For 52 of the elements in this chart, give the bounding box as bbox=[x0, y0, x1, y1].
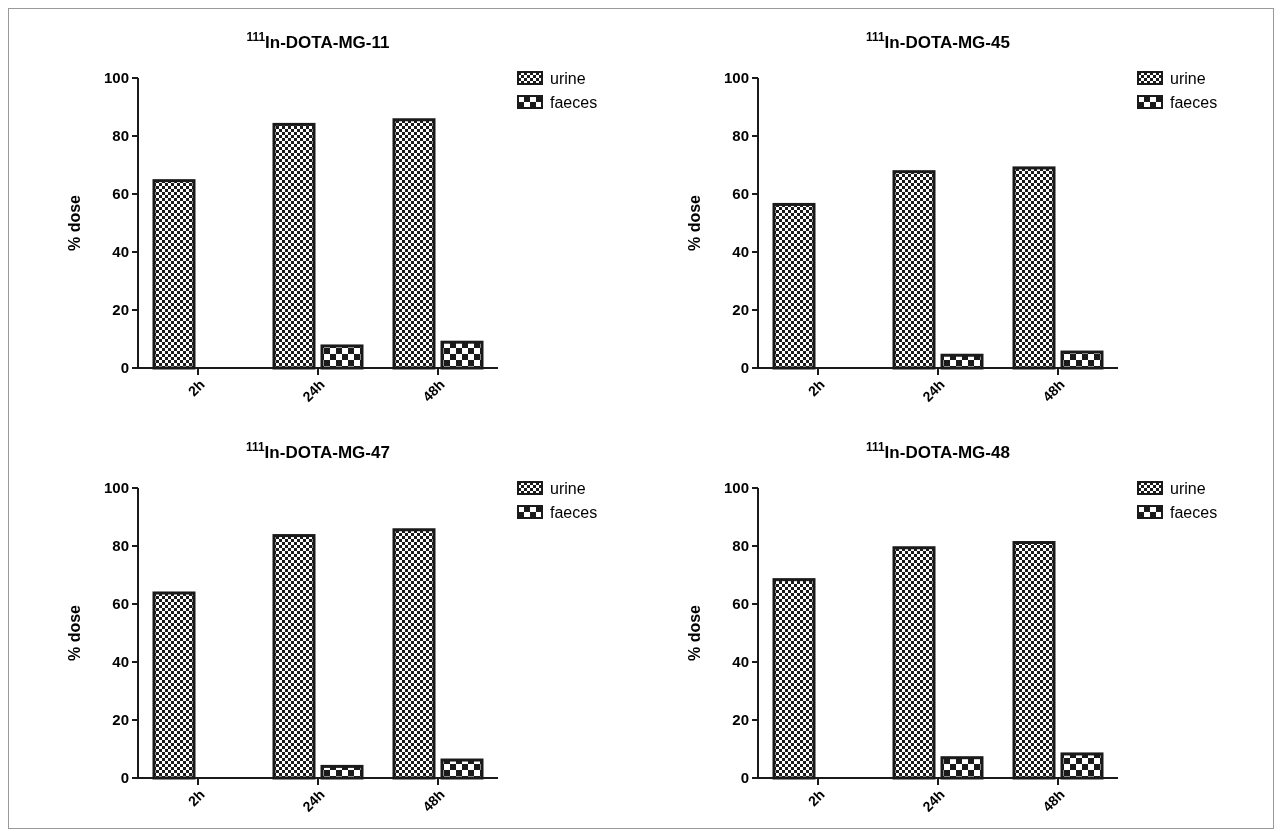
x-tick-label: 24h bbox=[299, 786, 328, 815]
y-tick-label: 20 bbox=[112, 301, 129, 319]
y-tick-label: 60 bbox=[732, 595, 749, 613]
chart-title: $^{111}$In-DOTA-MG-45 bbox=[866, 30, 1010, 52]
y-tick-label: 100 bbox=[723, 479, 749, 497]
legend-label: urine bbox=[1170, 479, 1206, 497]
x-tick-label: 48h bbox=[1039, 786, 1068, 815]
x-tick-label: 2h bbox=[804, 786, 828, 810]
x-tick-label: 24h bbox=[919, 376, 948, 405]
legend-label: faeces bbox=[550, 503, 598, 521]
y-tick-label: 80 bbox=[112, 537, 129, 555]
chart-title: $^{111}$In-DOTA-MG-11 bbox=[246, 30, 390, 52]
chart-title: $^{111}$In-DOTA-MG-47 bbox=[246, 440, 390, 462]
legend-label: faeces bbox=[1170, 93, 1218, 111]
x-tick-label: 48h bbox=[1039, 376, 1068, 405]
y-axis-title: % dose bbox=[686, 194, 703, 252]
legend-label: faeces bbox=[550, 93, 598, 111]
y-tick-label: 20 bbox=[732, 301, 749, 319]
y-tick-label: 0 bbox=[120, 359, 129, 377]
y-tick-label: 60 bbox=[732, 185, 749, 203]
y-tick-label: 100 bbox=[103, 69, 129, 87]
y-tick-label: 0 bbox=[740, 769, 749, 787]
y-tick-label: 0 bbox=[120, 769, 129, 787]
chart-title: $^{111}$In-DOTA-MG-48 bbox=[866, 440, 1010, 462]
y-tick-label: 100 bbox=[103, 479, 129, 497]
y-tick-label: 20 bbox=[112, 711, 129, 729]
y-tick-label: 20 bbox=[732, 711, 749, 729]
legend-label: faeces bbox=[1170, 503, 1218, 521]
legend-label: urine bbox=[550, 69, 586, 87]
x-tick-label: 24h bbox=[299, 376, 328, 405]
x-tick-label: 2h bbox=[184, 376, 208, 400]
x-tick-label: 48h bbox=[419, 376, 448, 405]
x-tick-label: 48h bbox=[419, 786, 448, 815]
y-tick-label: 80 bbox=[112, 127, 129, 145]
legend-label: urine bbox=[550, 479, 586, 497]
y-tick-label: 40 bbox=[112, 653, 129, 671]
y-axis-title: % dose bbox=[686, 604, 703, 662]
y-tick-label: 40 bbox=[732, 243, 749, 261]
y-tick-label: 80 bbox=[732, 537, 749, 555]
y-tick-label: 60 bbox=[112, 185, 129, 203]
y-tick-label: 100 bbox=[723, 69, 749, 87]
x-tick-label: 24h bbox=[919, 786, 948, 815]
y-axis-title: % dose bbox=[66, 604, 83, 662]
y-axis-title: % dose bbox=[66, 194, 83, 252]
y-tick-label: 40 bbox=[112, 243, 129, 261]
y-tick-label: 40 bbox=[732, 653, 749, 671]
y-tick-label: 0 bbox=[740, 359, 749, 377]
y-tick-label: 60 bbox=[112, 595, 129, 613]
y-tick-label: 80 bbox=[732, 127, 749, 145]
x-tick-label: 2h bbox=[184, 786, 208, 810]
legend-label: urine bbox=[1170, 69, 1206, 87]
x-tick-label: 2h bbox=[804, 376, 828, 400]
